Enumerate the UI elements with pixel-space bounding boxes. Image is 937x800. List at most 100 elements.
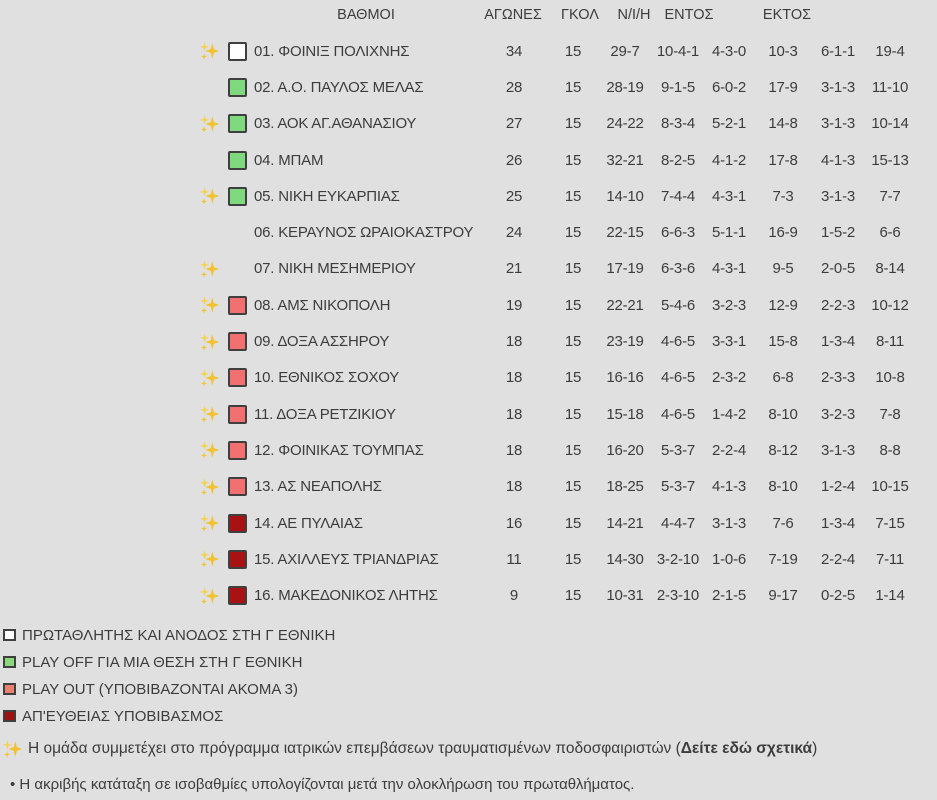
goals-value: 10-31 (606, 587, 644, 605)
table-row: 07. ΝΙΚΗ ΜΕΣΗΜΕΡΙΟΥ 21 15 17-19 6-3-6 4-… (0, 251, 937, 287)
legend-playoff-label: PLAY OFF ΓΙΑ ΜΙΑ ΘΕΣΗ ΣΤΗ Γ ΕΘΝΙΚΗ (22, 653, 303, 671)
home-wdl-value: 5-2-1 (711, 115, 747, 133)
see-here-link[interactable]: Δείτε εδώ σχετικά (680, 739, 813, 757)
zone-box-icon (227, 477, 247, 497)
wdl-value: 2-3-10 (656, 587, 700, 605)
sparkle-icon (198, 512, 222, 534)
points-value: 18 (505, 369, 523, 387)
team-name: 04. ΜΠΑΜ (254, 151, 324, 169)
games-value: 15 (564, 587, 582, 605)
table-row: 03. ΑΟΚ ΑΓ.ΑΘΑΝΑΣΙΟΥ 27 15 24-22 8-3-4 5… (0, 106, 937, 142)
home-goals-value: 8-12 (768, 441, 798, 459)
points-value: 26 (505, 151, 523, 169)
wdl-value: 7-4-4 (660, 187, 696, 205)
away-goals-value: 8-11 (875, 333, 905, 351)
goals-value: 17-19 (606, 260, 644, 278)
points-value: 19 (505, 296, 523, 314)
games-value: 15 (564, 187, 582, 205)
champion-zone-icon (3, 629, 16, 642)
away-wdl-value: 2-3-3 (820, 369, 856, 387)
header-wdl: Ν/Ι/Η (617, 7, 651, 23)
wdl-value: 5-3-7 (660, 441, 696, 459)
team-name: 05. ΝΙΚΗ ΕΥΚΑΡΠΙΑΣ (254, 187, 400, 205)
team-name: 12. ΦΟΙΝΙΚΑΣ ΤΟΥΜΠΑΣ (254, 441, 424, 459)
home-wdl-value: 4-3-0 (711, 42, 747, 60)
wdl-value: 5-3-7 (660, 478, 696, 496)
home-goals-value: 7-3 (772, 187, 794, 205)
games-value: 15 (564, 115, 582, 133)
away-goals-value: 6-6 (879, 224, 901, 242)
medical-program-note: Η ομάδα συμμετέχει στο πρόγραμμα ιατρικώ… (0, 736, 937, 762)
team-name: 09. ΔΟΞΑ ΑΣΣΗΡΟΥ (254, 333, 390, 351)
goals-value: 23-19 (606, 333, 644, 351)
team-name: 08. ΑΜΣ ΝΙΚΟΠΟΛΗ (254, 296, 391, 314)
table-row: 01. ΦΟΙΝΙΞ ΠΟΛΙΧΝΗΣ 34 15 29-7 10-4-1 4-… (0, 33, 937, 69)
away-goals-value: 11-10 (871, 78, 909, 96)
league-standings: ΒΑΘΜΟΙ ΑΓΩΝΕΣ ΓΚΟΛ Ν/Ι/Η ΕΝΤΟΣ ΕΚΤΟΣ 01.… (0, 7, 937, 606)
team-name: 07. ΝΙΚΗ ΜΕΣΗΜΕΡΙΟΥ (254, 260, 416, 278)
home-goals-value: 8-10 (768, 405, 798, 423)
header-away: ΕΚΤΟΣ (762, 7, 812, 23)
wdl-value: 6-6-3 (660, 224, 696, 242)
table-row: 10. ΕΘΝΙΚΟΣ ΣΟΧΟΥ 18 15 16-16 4-6-5 2-3-… (0, 360, 937, 396)
home-goals-value: 8-10 (768, 478, 798, 496)
zone-box-icon (227, 586, 247, 606)
away-goals-value: 10-14 (871, 115, 909, 133)
home-wdl-value: 4-3-1 (711, 260, 747, 278)
home-wdl-value: 4-3-1 (711, 187, 747, 205)
away-goals-value: 15-13 (871, 151, 909, 169)
sparkle-icon (198, 113, 222, 135)
away-goals-value: 10-12 (871, 296, 909, 314)
table-row: 08. ΑΜΣ ΝΙΚΟΠΟΛΗ 19 15 22-21 5-4-6 3-2-3… (0, 287, 937, 323)
wdl-value: 4-6-5 (660, 369, 696, 387)
team-name: 13. ΑΣ ΝΕΑΠΟΛΗΣ (254, 478, 382, 496)
goals-value: 22-15 (606, 224, 644, 242)
games-value: 15 (564, 369, 582, 387)
legend-playout: PLAY OUT (ΥΠΟΒΙΒΑΖΟΝΤΑΙ ΑΚΟΜΑ 3) (0, 676, 937, 703)
games-value: 15 (564, 260, 582, 278)
away-wdl-value: 3-1-3 (820, 78, 856, 96)
away-wdl-value: 3-2-3 (820, 405, 856, 423)
home-goals-value: 9-5 (772, 260, 794, 278)
header-home: ΕΝΤΟΣ (664, 7, 714, 23)
wdl-value: 8-3-4 (660, 115, 696, 133)
points-value: 18 (505, 478, 523, 496)
sparkle-icon (198, 40, 222, 62)
zone-box-icon (227, 368, 247, 388)
home-goals-value: 9-17 (768, 587, 798, 605)
zone-box-icon (227, 77, 247, 97)
table-row: 09. ΔΟΞΑ ΑΣΣΗΡΟΥ 18 15 23-19 4-6-5 3-3-1… (0, 323, 937, 359)
away-wdl-value: 2-2-3 (820, 296, 856, 314)
wdl-value: 9-1-5 (660, 78, 696, 96)
goals-value: 14-30 (606, 550, 644, 568)
away-wdl-value: 2-2-4 (820, 550, 856, 568)
legend-champion: ΠΡΩΤΑΘΛΗΤΗΣ ΚΑΙ ΑΝΟΔΟΣ ΣΤΗ Γ ΕΘΝΙΚΗ (0, 622, 937, 649)
away-wdl-value: 2-0-5 (820, 260, 856, 278)
wdl-value: 4-4-7 (660, 514, 696, 532)
goals-value: 14-21 (606, 514, 644, 532)
table-row: 12. ΦΟΙΝΙΚΑΣ ΤΟΥΜΠΑΣ 18 15 16-20 5-3-7 2… (0, 432, 937, 468)
team-name: 10. ΕΘΝΙΚΟΣ ΣΟΧΟΥ (254, 369, 400, 387)
team-name: 03. ΑΟΚ ΑΓ.ΑΘΑΝΑΣΙΟΥ (254, 115, 417, 133)
wdl-value: 3-2-10 (656, 550, 700, 568)
team-name: 16. ΜΑΚΕΔΟΝΙΚΟΣ ΛΗΤΗΣ (254, 587, 438, 605)
goals-value: 29-7 (610, 42, 640, 60)
zone-box-icon (227, 513, 247, 533)
goals-value: 24-22 (606, 115, 644, 133)
games-value: 15 (564, 333, 582, 351)
home-wdl-value: 2-2-4 (711, 441, 747, 459)
games-value: 15 (564, 224, 582, 242)
away-wdl-value: 1-3-4 (820, 514, 856, 532)
away-wdl-value: 1-5-2 (820, 224, 856, 242)
zone-box-icon (227, 332, 247, 352)
home-goals-value: 15-8 (768, 333, 798, 351)
home-goals-value: 12-9 (768, 296, 798, 314)
home-goals-value: 16-9 (768, 224, 798, 242)
away-wdl-value: 6-1-1 (820, 42, 856, 60)
away-goals-value: 8-8 (879, 441, 901, 459)
legend-relegation: ΑΠ'ΕΥΘΕΙΑΣ ΥΠΟΒΙΒΑΣΜΟΣ (0, 703, 937, 730)
home-goals-value: 17-8 (768, 151, 798, 169)
points-value: 28 (505, 78, 523, 96)
home-goals-value: 17-9 (768, 78, 798, 96)
header-goals: ΓΚΟΛ (561, 7, 599, 23)
